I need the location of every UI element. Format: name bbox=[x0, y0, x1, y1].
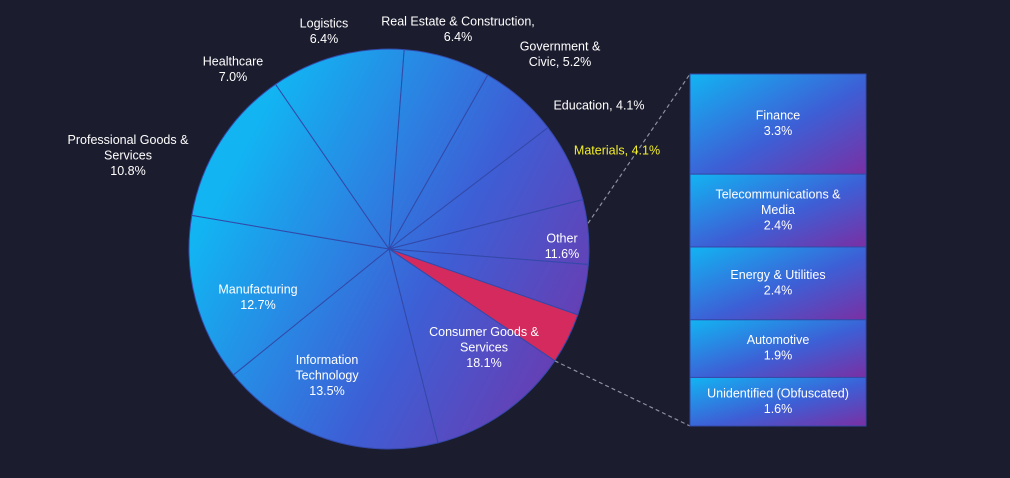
pie-label-logistics-line-2: 6.4% bbox=[310, 32, 339, 46]
pie-label-manufacturing-line-1: Manufacturing bbox=[218, 283, 297, 297]
bar-label-unidentified-obfuscated-line-2: 1.6% bbox=[764, 402, 793, 416]
pie-slice-professional-goods-services bbox=[274, 48, 405, 251]
pie-label-consumer-goods-services-line-2: Services bbox=[460, 340, 508, 354]
pie-label-education-line-1: Education, 4.1% bbox=[553, 98, 644, 112]
pie-label-real-estate-construction-line-1: Real Estate & Construction, bbox=[381, 15, 535, 29]
bar-label-energy-utilities-line-1: Energy & Utilities bbox=[730, 268, 825, 282]
pie-slices bbox=[188, 48, 590, 450]
pie-label-manufacturing-line-2: 12.7% bbox=[240, 298, 275, 312]
bar-label-telecommunications-media-line-2: Media bbox=[761, 203, 795, 217]
bar-label-finance-line-1: Finance bbox=[756, 109, 801, 123]
pie-label-healthcare-line-2: 7.0% bbox=[219, 70, 248, 84]
bar-segment-telecommunications-media bbox=[689, 173, 867, 248]
pie-label-information-technology-line-3: 13.5% bbox=[309, 384, 344, 398]
pie-slice-consumer-goods-services bbox=[232, 248, 439, 450]
pie-label-logistics-line-1: Logistics bbox=[300, 17, 349, 31]
bar-label-energy-utilities-line-2: 2.4% bbox=[764, 283, 793, 297]
bar-label-automotive-line-2: 1.9% bbox=[764, 349, 793, 363]
connector-line-bottom bbox=[554, 360, 691, 427]
bar-label-unidentified-obfuscated-line-1: Unidentified (Obfuscated) bbox=[707, 386, 849, 400]
bar-segment-finance bbox=[689, 73, 867, 175]
bar-label-telecommunications-media-line-1: Telecommunications & bbox=[715, 187, 841, 201]
pie-label-information-technology-line-2: Technology bbox=[295, 368, 359, 382]
pie-label-professional-goods-services-line-1: Professional Goods & bbox=[68, 133, 190, 147]
pie-label-professional-goods-services-line-2: Services bbox=[104, 148, 152, 162]
pie-labels: Consumer Goods &Services18.1%Information… bbox=[68, 15, 661, 398]
connector-lines bbox=[437, 73, 691, 444]
pie-label-other-line-2: 11.6% bbox=[545, 247, 580, 261]
pie-label-materials-line-1: Materials, 4.1% bbox=[574, 143, 660, 157]
pie-label-professional-goods-services-line-3: 10.8% bbox=[110, 164, 145, 178]
stacked-bar bbox=[689, 73, 867, 427]
bar-label-automotive-line-1: Automotive bbox=[747, 333, 810, 347]
pie-label-real-estate-construction-line-2: 6.4% bbox=[444, 30, 473, 44]
pie-label-government-civic-line-2: Civic, 5.2% bbox=[529, 55, 592, 69]
bar-label-telecommunications-media-line-3: 2.4% bbox=[764, 218, 793, 232]
connector-line-top bbox=[437, 73, 691, 444]
bar-segment-unidentified-obfuscated bbox=[689, 376, 867, 427]
pie-label-consumer-goods-services-line-3: 18.1% bbox=[466, 356, 501, 370]
pie-label-information-technology-line-1: Information bbox=[296, 353, 359, 367]
pie-slice-other bbox=[388, 247, 556, 444]
bar-label-finance-line-2: 3.3% bbox=[764, 124, 793, 138]
pie-slice-information-technology bbox=[188, 214, 391, 376]
pie-label-consumer-goods-services-line-1: Consumer Goods & bbox=[429, 325, 539, 339]
pie-label-government-civic-line-1: Government & bbox=[520, 40, 601, 54]
pie-label-healthcare-line-1: Healthcare bbox=[203, 55, 263, 69]
bar-segment-automotive bbox=[689, 319, 867, 378]
pie-label-other-line-1: Other bbox=[546, 232, 577, 246]
pie-slice-manufacturing bbox=[191, 83, 391, 250]
